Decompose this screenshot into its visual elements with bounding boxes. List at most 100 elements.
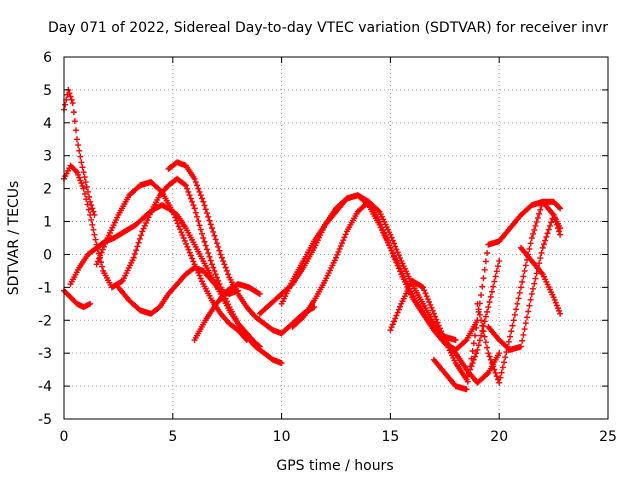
- data-point: [81, 190, 88, 197]
- data-point: [342, 231, 349, 238]
- data-point: [82, 179, 89, 186]
- data-point: [554, 305, 561, 312]
- y-axis-label: SDTVAR / TECUs: [6, 181, 22, 296]
- data-point: [335, 248, 342, 255]
- data-point: [195, 185, 202, 192]
- data-point: [480, 328, 487, 335]
- data-point: [473, 324, 480, 331]
- series-track-4: [67, 202, 285, 367]
- data-point: [185, 246, 192, 253]
- data-point: [223, 267, 230, 274]
- data-point: [202, 206, 209, 213]
- data-point: [501, 359, 508, 366]
- data-point: [77, 153, 84, 160]
- data-point: [509, 322, 516, 329]
- data-point: [178, 229, 185, 236]
- data-point: [388, 234, 395, 241]
- data-point: [531, 280, 538, 287]
- data-point: [84, 201, 91, 208]
- data-point: [496, 379, 503, 386]
- data-point: [235, 287, 242, 294]
- data-point: [80, 185, 87, 192]
- data-point: [533, 218, 540, 225]
- data-point: [557, 205, 564, 212]
- data-point: [492, 273, 499, 280]
- data-point: [522, 262, 529, 269]
- data-point: [134, 243, 141, 250]
- data-point: [139, 228, 146, 235]
- data-point: [91, 231, 98, 238]
- data-point: [519, 337, 526, 344]
- series-track-5: [93, 179, 250, 344]
- x-axis-label: GPS time / hours: [276, 458, 393, 474]
- data-point: [195, 218, 202, 225]
- data-point: [491, 278, 498, 285]
- data-point: [203, 210, 210, 217]
- data-point: [189, 198, 196, 205]
- data-point: [207, 221, 214, 228]
- data-point: [387, 327, 394, 334]
- data-point: [74, 169, 81, 176]
- data-point: [435, 322, 442, 329]
- data-point: [66, 90, 73, 97]
- series-track-13: [430, 198, 564, 393]
- data-point: [173, 217, 180, 224]
- data-point: [550, 211, 557, 218]
- data-point: [532, 275, 539, 282]
- data-point: [70, 109, 77, 116]
- data-point: [482, 258, 489, 265]
- data-point: [464, 378, 471, 385]
- data-point: [337, 243, 344, 250]
- data-point: [475, 306, 482, 313]
- data-point: [185, 188, 192, 195]
- data-point: [392, 243, 399, 250]
- data-point: [375, 207, 382, 214]
- data-point: [440, 334, 447, 341]
- data-point: [527, 240, 534, 247]
- data-points: [61, 86, 564, 393]
- data-point: [481, 318, 488, 325]
- data-point: [427, 301, 434, 308]
- data-point: [200, 235, 207, 241]
- data-point: [205, 213, 212, 220]
- data-point: [172, 214, 179, 221]
- data-point: [212, 271, 219, 278]
- data-point: [389, 321, 396, 328]
- data-point: [497, 374, 504, 381]
- data-point: [96, 255, 103, 262]
- y-tick-label: -2: [38, 313, 52, 329]
- data-point: [490, 363, 497, 370]
- data-point: [476, 311, 483, 318]
- data-point: [470, 340, 477, 347]
- data-point: [551, 215, 558, 222]
- data-point: [422, 290, 429, 297]
- data-point: [255, 290, 262, 297]
- data-point: [84, 188, 91, 195]
- data-point: [397, 303, 404, 310]
- data-point: [530, 230, 537, 237]
- data-point: [485, 304, 492, 311]
- data-point: [175, 223, 182, 230]
- data-point: [530, 285, 537, 292]
- data-point: [77, 177, 84, 184]
- data-point: [97, 252, 104, 259]
- data-point: [206, 217, 213, 224]
- data-point: [83, 183, 90, 190]
- data-point: [519, 278, 526, 285]
- data-point: [81, 174, 88, 181]
- y-tick-label: 6: [43, 50, 52, 66]
- data-point: [426, 298, 433, 305]
- data-point: [556, 307, 563, 314]
- data-point: [215, 277, 222, 284]
- data-point: [439, 331, 446, 338]
- data-point: [184, 185, 191, 192]
- data-point: [80, 169, 87, 176]
- data-point: [67, 93, 74, 100]
- data-point: [557, 231, 564, 238]
- data-point: [225, 271, 232, 278]
- data-point: [528, 290, 535, 297]
- data-point: [200, 198, 207, 205]
- data-point: [478, 332, 485, 339]
- data-point: [508, 328, 515, 335]
